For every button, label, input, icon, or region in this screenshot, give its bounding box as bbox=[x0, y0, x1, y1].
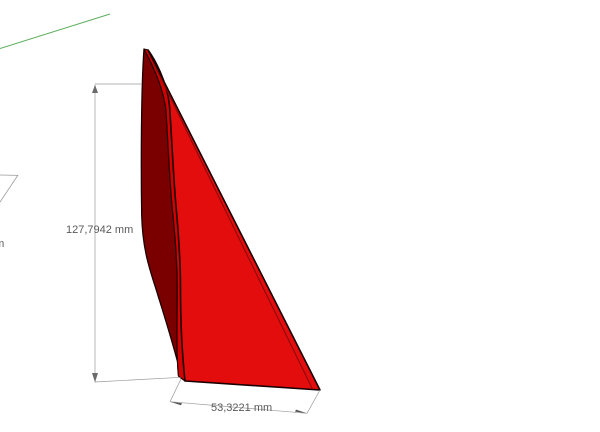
svg-text:53,3221 mm: 53,3221 mm bbox=[211, 402, 272, 414]
svg-text:127,7942 mm: 127,7942 mm bbox=[66, 224, 133, 236]
svg-text:mm: mm bbox=[0, 238, 4, 250]
